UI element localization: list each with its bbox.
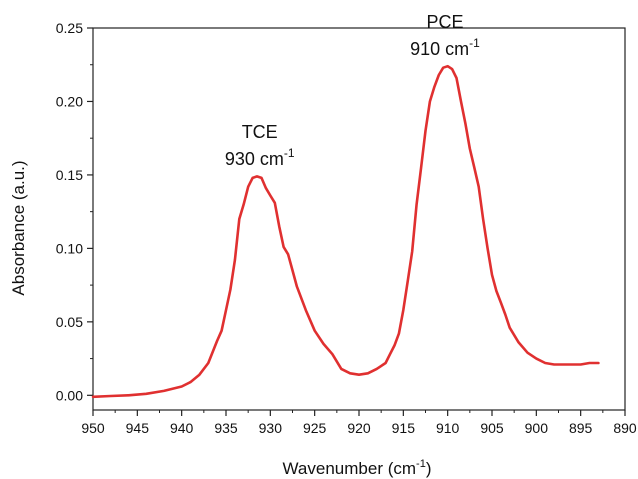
y-axis-title: Absorbance (a.u.) xyxy=(9,160,28,295)
x-axis-title-sup: -1 xyxy=(416,458,426,470)
y-tick-label: 0.00 xyxy=(56,387,83,403)
annotation-name: TCE xyxy=(242,122,278,142)
x-tick-label: 890 xyxy=(613,420,637,436)
x-tick-label: 950 xyxy=(81,420,105,436)
x-axis: 950 945 940 935 930 925 920 915 910 905 900 895 890 xyxy=(81,410,637,436)
y-tick-label: 0.15 xyxy=(56,167,83,183)
x-tick-label: 945 xyxy=(126,420,150,436)
series-layer xyxy=(91,64,600,399)
annotation-wavenumber: 910 cm-1 xyxy=(410,36,480,59)
x-tick-label: 915 xyxy=(392,420,416,436)
x-tick-label: 900 xyxy=(525,420,549,436)
x-axis-title-main: Wavenumber (cm xyxy=(283,459,417,478)
x-tick-label: 920 xyxy=(347,420,371,436)
x-tick-label: 935 xyxy=(214,420,238,436)
y-tick-label: 0.20 xyxy=(56,93,83,109)
y-tick-label: 0.25 xyxy=(56,20,83,36)
x-axis-title-end: ) xyxy=(426,459,432,478)
y-axis: 0.00 0.05 0.10 0.15 0.20 0.25 xyxy=(56,20,93,403)
annotations: TCE 930 cm-1 PCE 910 cm-1 xyxy=(225,12,480,169)
annotation-name: PCE xyxy=(426,12,463,32)
annotation-wavenumber: 930 cm-1 xyxy=(225,146,295,169)
series-line xyxy=(91,64,600,399)
plot-border xyxy=(92,27,626,411)
x-axis-title: Wavenumber (cm-1) xyxy=(283,458,432,478)
x-tick-label: 905 xyxy=(480,420,504,436)
plot-area xyxy=(92,27,626,411)
x-tick-label: 895 xyxy=(569,420,593,436)
y-tick-label: 0.05 xyxy=(56,314,83,330)
x-tick-label: 910 xyxy=(436,420,460,436)
x-tick-label: 925 xyxy=(303,420,327,436)
x-tick-label: 940 xyxy=(170,420,194,436)
y-tick-label: 0.10 xyxy=(56,240,83,256)
x-tick-label: 930 xyxy=(259,420,283,436)
